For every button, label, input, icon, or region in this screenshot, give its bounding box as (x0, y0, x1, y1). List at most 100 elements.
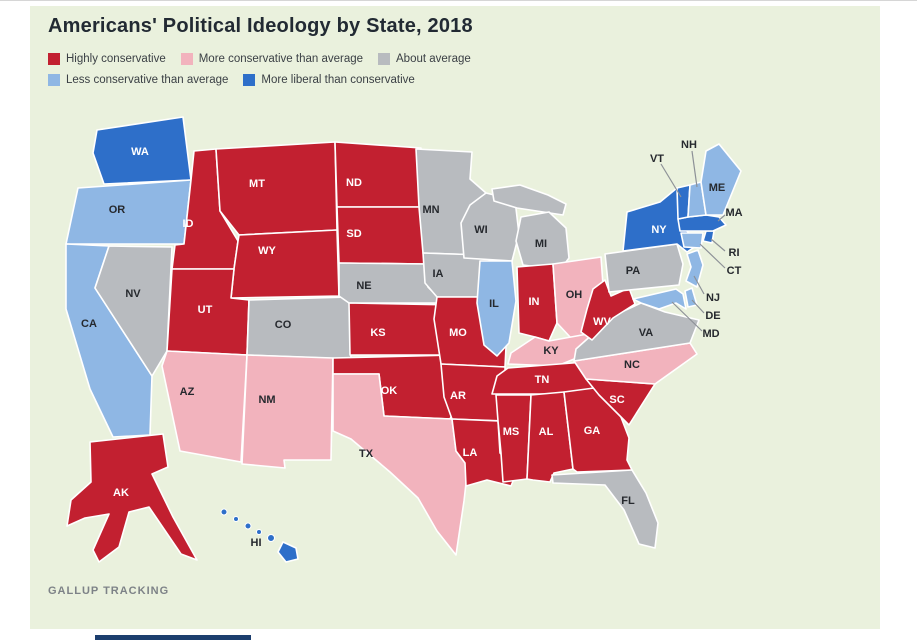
labels-layer: WA OR CA NV ID MT WY UT AZ CO NM ND SD NE KS OK TX MN IA MO… (81, 139, 743, 549)
state-NM[interactable] (241, 354, 334, 469)
state-FL[interactable] (551, 469, 659, 549)
bottom-bar (95, 635, 251, 640)
legend-row-2: Less conservative than average More liber… (48, 74, 486, 86)
state-label-CO: CO (275, 319, 292, 331)
state-NV[interactable] (94, 245, 173, 377)
states-layer (65, 116, 742, 563)
state-label-SC: SC (609, 394, 624, 406)
state-label-OR: OR (109, 204, 126, 216)
leader-line-RI (710, 238, 726, 252)
leader-line-NH (691, 150, 698, 188)
state-label-MT: MT (249, 178, 265, 190)
legend-label-more_liberal: More liberal than conservative (261, 74, 415, 86)
state-label-TX: TX (359, 448, 374, 460)
leader-line-MA (717, 214, 726, 222)
state-MT[interactable] (215, 141, 338, 236)
state-label-NV: NV (125, 288, 141, 300)
state-label-MA: MA (725, 207, 742, 219)
legend-item-highly_conservative: Highly conservative (48, 53, 166, 65)
chart-title: Americans' Political Ideology by State, … (48, 15, 473, 37)
state-label-HI: HI (251, 537, 262, 549)
state-label-NJ: NJ (706, 292, 720, 304)
state-AZ[interactable] (161, 350, 248, 463)
state-label-FL: FL (621, 495, 635, 507)
state-label-TN: TN (535, 374, 550, 386)
state-TX[interactable] (332, 373, 469, 556)
state-label-KS: KS (370, 327, 385, 339)
state-label-DE: DE (705, 310, 720, 322)
state-label-OH: OH (566, 289, 583, 301)
state-label-WI: WI (474, 224, 487, 236)
state-label-MD: MD (702, 328, 719, 340)
state-label-CT: CT (727, 265, 742, 277)
legend-swatch-less_conservative (48, 74, 60, 86)
state-label-ME: ME (709, 182, 726, 194)
state-label-NY: NY (651, 224, 667, 236)
state-label-UT: UT (198, 304, 213, 316)
state-label-AK: AK (113, 487, 129, 499)
legend-item-more_conservative: More conservative than average (180, 53, 364, 65)
legend-swatch-more_liberal (243, 74, 256, 86)
state-label-RI: RI (729, 247, 740, 259)
legend-label-about_average: About average (396, 53, 471, 65)
legend-label-more_conservative: More conservative than average (198, 53, 364, 65)
state-label-IL: IL (489, 298, 499, 310)
state-label-AZ: AZ (180, 386, 195, 398)
legend-swatch-about_average (378, 53, 391, 65)
state-label-LA: LA (463, 447, 478, 459)
state-label-CA: CA (81, 318, 97, 330)
state-CT[interactable] (680, 232, 704, 249)
state-label-GA: GA (584, 425, 601, 437)
state-label-VA: VA (639, 327, 654, 339)
state-PA[interactable] (604, 243, 684, 293)
legend-item-less_conservative: Less conservative than average (48, 74, 228, 86)
state-label-IA: IA (433, 268, 444, 280)
state-HI[interactable] (220, 508, 299, 563)
state-label-NE: NE (356, 280, 371, 292)
state-label-SD: SD (346, 228, 361, 240)
state-MD[interactable] (632, 288, 687, 310)
leader-line-MD (671, 301, 703, 332)
legend-swatch-highly_conservative (48, 53, 60, 65)
legend-item-about_average: About average (378, 53, 471, 65)
state-OR[interactable] (65, 179, 192, 245)
state-label-NC: NC (624, 359, 640, 371)
state-label-KY: KY (543, 345, 559, 357)
legend-swatch-more_conservative (180, 53, 193, 65)
state-label-WA: WA (131, 146, 149, 158)
state-label-ID: ID (183, 218, 194, 230)
state-ND[interactable] (334, 141, 424, 208)
state-label-MN: MN (422, 204, 439, 216)
leader-line-CT (699, 243, 726, 269)
state-label-AR: AR (450, 390, 466, 402)
state-AK[interactable] (66, 433, 198, 563)
state-label-VT: VT (650, 153, 664, 165)
state-WY[interactable] (230, 229, 340, 299)
source-label: GALLUP TRACKING (48, 585, 170, 597)
state-label-MS: MS (503, 426, 520, 438)
legend: Highly conservative More conservative tha… (48, 53, 486, 95)
state-label-WV: WV (593, 316, 611, 328)
legend-row-1: Highly conservative More conservative tha… (48, 53, 486, 65)
state-label-OK: OK (381, 385, 398, 397)
leader-line-DE (691, 299, 705, 314)
state-label-PA: PA (626, 265, 641, 277)
state-RI[interactable] (702, 230, 715, 244)
state-label-NH: NH (681, 139, 697, 151)
legend-label-less_conservative: Less conservative than average (66, 74, 229, 86)
state-WA[interactable] (92, 116, 192, 185)
state-label-IN: IN (529, 296, 540, 308)
state-label-ND: ND (346, 177, 362, 189)
state-label-WY: WY (258, 245, 276, 257)
state-IL[interactable] (476, 260, 517, 357)
state-label-MI: MI (535, 238, 547, 250)
state-CO[interactable] (246, 296, 352, 360)
state-NJ[interactable] (685, 249, 704, 288)
leader-line-VT (660, 163, 682, 198)
state-label-AL: AL (539, 426, 554, 438)
state-label-NM: NM (258, 394, 275, 406)
legend-item-more_liberal: More liberal than conservative (243, 74, 415, 86)
leader-line-NJ (693, 275, 705, 295)
state-ME[interactable] (700, 143, 742, 216)
